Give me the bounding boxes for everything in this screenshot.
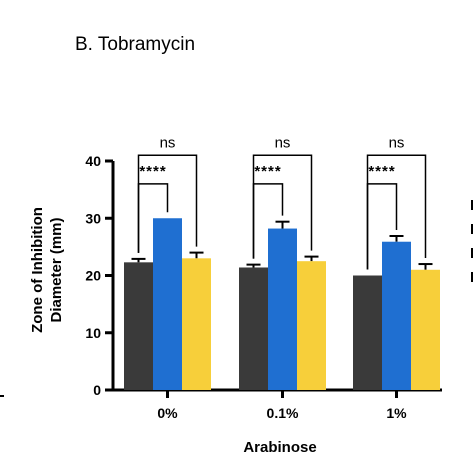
bar xyxy=(124,262,153,390)
bar xyxy=(153,218,182,390)
significance-bracket xyxy=(137,154,198,253)
chart-title: B. Tobramycin xyxy=(75,34,195,55)
x-tick-label: 0.1% xyxy=(267,405,299,421)
bar xyxy=(411,269,440,390)
bar xyxy=(353,275,382,390)
significance-label: ns xyxy=(160,134,176,151)
significance-brackets: **** ns **** ns **** ns xyxy=(137,134,427,270)
bar xyxy=(297,261,326,390)
bar xyxy=(182,258,211,390)
y-axis-label-line2: Diameter (mm) xyxy=(48,217,65,322)
x-tick-label: 0% xyxy=(157,405,178,421)
y-tick-label: 40 xyxy=(85,153,101,169)
bars xyxy=(124,218,440,390)
significance-bracket xyxy=(366,154,427,270)
y-tick-label: 20 xyxy=(85,268,101,284)
significance-label: **** xyxy=(254,163,281,180)
x-axis-label: Arabinose xyxy=(243,439,316,456)
y-tick-label: 10 xyxy=(85,325,101,341)
significance-label: **** xyxy=(139,163,166,180)
y-tick-label: 30 xyxy=(85,210,101,226)
bar xyxy=(268,228,297,390)
bar xyxy=(239,267,268,390)
y-axis-label-line1: Zone of Inhibition xyxy=(29,207,46,333)
x-tick-label: 1% xyxy=(386,405,407,421)
bar xyxy=(382,241,411,390)
y-tick-label: 0 xyxy=(93,382,101,398)
significance-label: ns xyxy=(389,134,405,151)
significance-label: ns xyxy=(275,134,291,151)
significance-label: **** xyxy=(368,163,395,180)
significance-bracket xyxy=(252,154,313,259)
